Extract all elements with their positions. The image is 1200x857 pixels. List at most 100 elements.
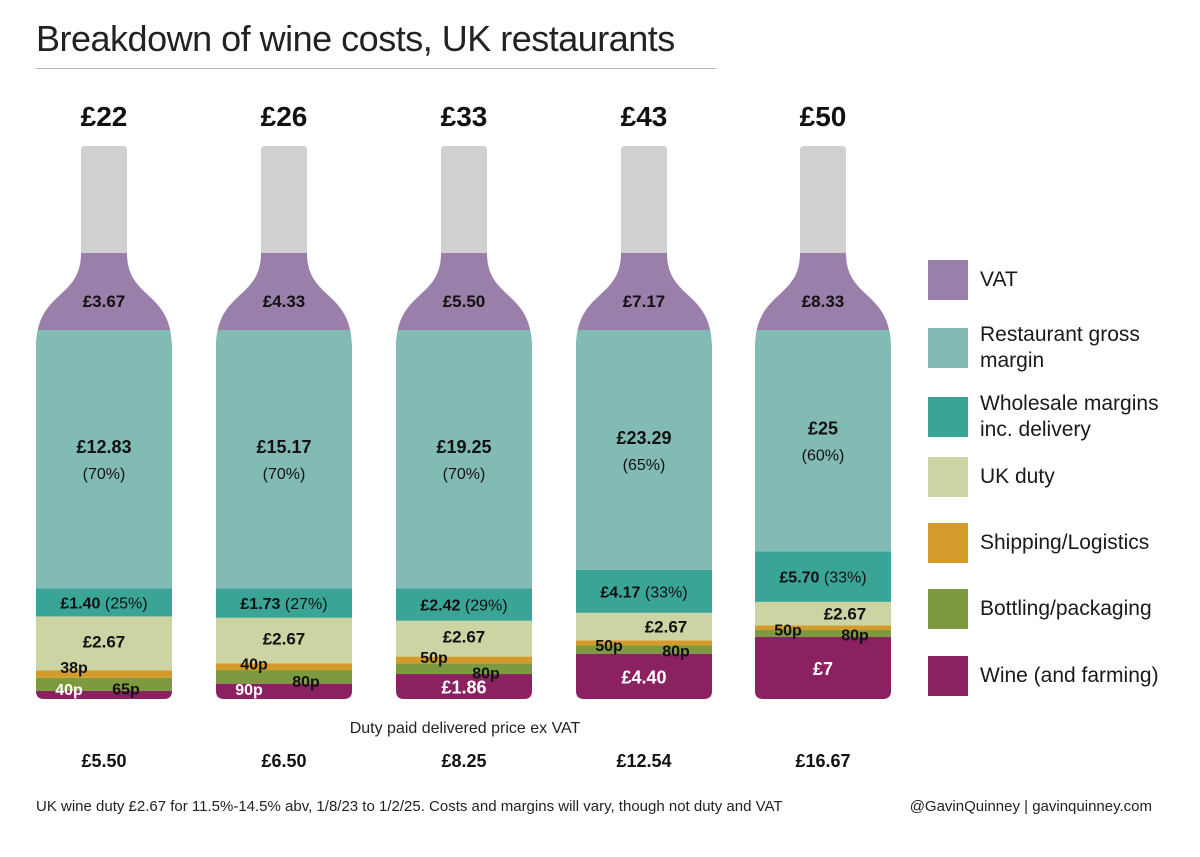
legend-item-restaurant-gross-margin: Restaurant gross margin — [928, 322, 1185, 374]
bottle-2 — [216, 146, 352, 699]
bottling-label: 80p — [292, 674, 320, 691]
bar-uk-duty — [396, 620, 532, 657]
wholesale-margin-label: £2.42 (29%) — [420, 598, 507, 615]
bar-restaurant-gross-margin — [396, 330, 532, 589]
footer-note: UK wine duty £2.67 for 11.5%-14.5% abv, … — [36, 798, 783, 815]
wine-label: £4.40 — [621, 667, 666, 687]
duty-label: £2.67 — [263, 630, 306, 649]
bottle-1 — [36, 146, 172, 699]
legend-item-uk-duty: UK duty — [928, 457, 1185, 497]
title-rule — [36, 68, 716, 69]
bar-restaurant-gross-margin — [755, 330, 891, 552]
bar-shipping-logistics — [36, 670, 172, 678]
wholesale-margin-label: £4.17 (33%) — [600, 584, 687, 601]
legend-swatch — [928, 397, 968, 437]
bar-bottling-packaging — [216, 670, 352, 684]
shipping-label: 50p — [595, 638, 623, 655]
bar-wine-and-farming — [576, 653, 712, 699]
vat-label: £8.33 — [802, 292, 845, 311]
legend-item-shipping-logistics: Shipping/Logistics — [928, 523, 1185, 563]
bar-uk-duty — [755, 601, 891, 626]
wholesale-margin-label: £1.40 (25%) — [60, 595, 147, 612]
legend-item-wine-and-farming: Wine (and farming) — [928, 656, 1185, 696]
shipping-label: 38p — [60, 660, 88, 677]
bottling-label: 65p — [112, 681, 140, 698]
bottle-neck — [216, 146, 352, 253]
bar-shipping-logistics — [576, 640, 712, 646]
vat-label: £7.17 — [623, 292, 666, 311]
duty-label: £2.67 — [83, 632, 126, 651]
bar-uk-duty — [216, 617, 352, 664]
vat-label: £3.67 — [83, 292, 126, 311]
bottle-neck — [36, 146, 172, 253]
shipping-label: 40p — [240, 657, 268, 674]
duty-paid-price-label: £6.50 — [261, 751, 306, 771]
bottle-3 — [396, 146, 532, 699]
bottle-neck — [576, 146, 712, 253]
restaurant-margin-label: £12.83 — [76, 437, 131, 457]
duty-paid-price-label: £16.67 — [795, 751, 850, 771]
bar-restaurant-gross-margin — [36, 330, 172, 589]
restaurant-margin-pct: (70%) — [263, 466, 306, 483]
bar-wine-and-farming — [755, 637, 891, 699]
bar-wholesale-margins-inc-delivery — [396, 588, 532, 621]
legend-label: Wine (and farming) — [980, 664, 1159, 687]
restaurant-margin-label: £23.29 — [616, 428, 671, 448]
bar-wine-and-farming — [216, 683, 352, 699]
duty-label: £2.67 — [645, 618, 688, 637]
wine-bottle-chart: £22 £3.67 £12.83 (70%) £1.40 (25%) £2.67 38p 65… — [36, 101, 891, 771]
wine-label: 40p — [55, 682, 83, 699]
restaurant-margin-pct: (60%) — [802, 448, 845, 465]
vat-label: £4.33 — [263, 292, 306, 311]
bar-restaurant-gross-margin — [216, 330, 352, 589]
bar-wholesale-margins-inc-delivery — [576, 569, 712, 613]
wine-label: £1.86 — [441, 678, 486, 698]
bar-wholesale-margins-inc-delivery — [36, 588, 172, 617]
legend-label: Bottling/packaging — [980, 597, 1152, 620]
footer-credit: @GavinQuinney | gavinquinney.com — [909, 798, 1152, 815]
bar-shipping-logistics — [396, 656, 532, 664]
total-price-label: £43 — [621, 101, 668, 132]
restaurant-margin-label: £15.17 — [256, 437, 311, 457]
bottling-label: 80p — [472, 666, 500, 683]
bar-wine-and-farming — [396, 674, 532, 699]
bar-uk-duty — [576, 612, 712, 641]
restaurant-margin-pct: (70%) — [443, 466, 486, 483]
legend-swatch — [928, 457, 968, 497]
restaurant-margin-pct: (70%) — [83, 466, 126, 483]
legend-swatch — [928, 328, 968, 368]
bottling-label: 80p — [662, 644, 690, 661]
legend: VAT Restaurant gross margin Wholesale marg… — [928, 0, 1200, 720]
shipping-label: 50p — [420, 650, 448, 667]
bottle-4 — [576, 146, 712, 699]
bottling-label: 80p — [841, 627, 869, 644]
restaurant-margin-label: £19.25 — [436, 437, 491, 457]
total-price-label: £26 — [261, 101, 308, 132]
legend-swatch — [928, 523, 968, 563]
duty-label: £2.67 — [824, 605, 867, 624]
duty-paid-price-label: £5.50 — [81, 751, 126, 771]
wine-label: 90p — [235, 682, 263, 699]
bar-bottling-packaging — [576, 645, 712, 654]
legend-label: Restaurant gross margin — [980, 323, 1140, 372]
bar-wine-and-farming — [36, 690, 172, 699]
restaurant-margin-label: £25 — [808, 419, 838, 439]
legend-item-vat: VAT — [928, 260, 1185, 300]
bottle-neck — [755, 146, 891, 253]
bar-bottling-packaging — [755, 629, 891, 638]
total-price-label: £22 — [81, 101, 128, 132]
duty-paid-price-label: £8.25 — [441, 751, 486, 771]
duty-paid-price-label: £12.54 — [616, 751, 671, 771]
axis-caption: Duty paid delivered price ex VAT — [349, 720, 581, 737]
legend-item-wholesale-margins-inc-delivery: Wholesale margins inc. delivery — [928, 391, 1185, 443]
bar-bottling-packaging — [36, 677, 172, 691]
bar-shipping-logistics — [216, 663, 352, 671]
wholesale-margin-label: £5.70 (33%) — [779, 570, 866, 587]
shipping-label: 50p — [774, 623, 802, 640]
bar-wholesale-margins-inc-delivery — [216, 588, 352, 618]
legend-item-bottling-packaging: Bottling/packaging — [928, 589, 1185, 629]
legend-label: VAT — [980, 268, 1018, 291]
legend-label: Shipping/Logistics — [980, 531, 1150, 554]
bar-wholesale-margins-inc-delivery — [755, 551, 891, 602]
restaurant-margin-pct: (65%) — [623, 457, 666, 474]
